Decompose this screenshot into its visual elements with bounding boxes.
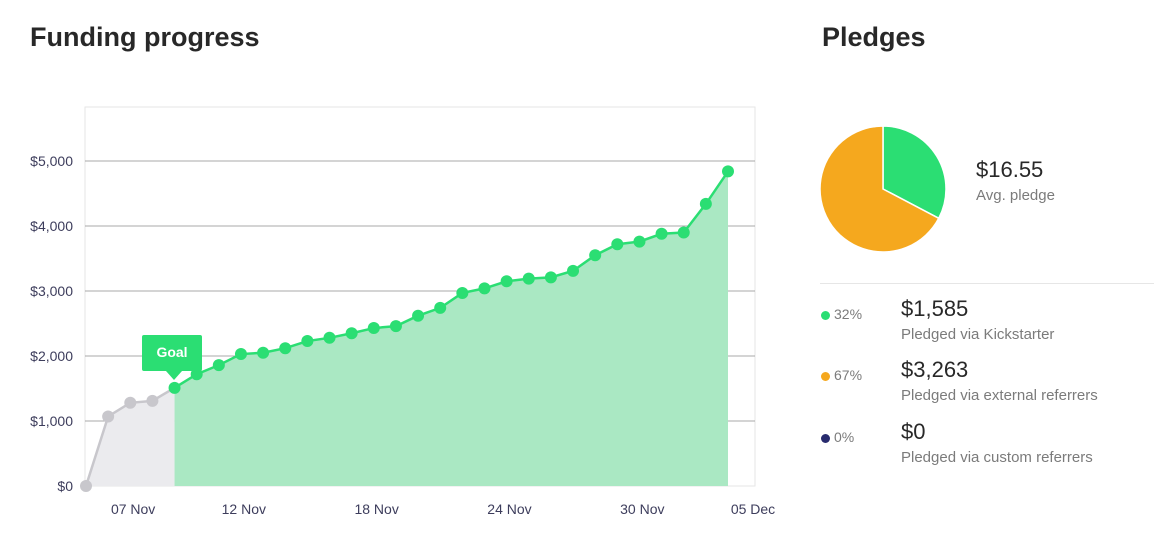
y-tick-label: $0 xyxy=(57,478,73,494)
pie-slice xyxy=(819,125,940,253)
data-point xyxy=(699,197,712,210)
data-point xyxy=(544,271,557,284)
pledge-percent: 0% xyxy=(834,429,855,445)
pie-slice xyxy=(882,125,947,220)
avg-pledge-value: $16.55 xyxy=(976,157,1044,182)
x-tick-label: 07 Nov xyxy=(111,501,155,517)
area-after-goal xyxy=(174,171,728,486)
pledge-amount: $3,263 xyxy=(901,357,969,382)
pledge-source-label: Pledged via Kickstarter xyxy=(901,326,1055,343)
data-point xyxy=(434,301,447,314)
data-point xyxy=(478,282,491,295)
avg-pledge-label: Avg. pledge xyxy=(976,187,1055,204)
goal-label: Goal xyxy=(156,344,187,360)
y-tick-label: $5,000 xyxy=(30,153,73,169)
data-point xyxy=(522,272,535,285)
pledge-source-label: Pledged via custom referrers xyxy=(901,449,1093,466)
pledge-amount: $0 xyxy=(901,419,926,444)
data-point xyxy=(722,165,734,178)
data-point xyxy=(589,249,602,262)
y-tick-label: $1,000 xyxy=(30,413,73,429)
pledges-pie xyxy=(819,125,947,253)
goal-tooltip-pointer xyxy=(166,371,182,380)
x-tick-label: 24 Nov xyxy=(487,501,531,517)
data-point xyxy=(301,335,314,348)
data-point xyxy=(345,327,358,340)
funding-progress-title: Funding progress xyxy=(30,22,260,52)
data-point xyxy=(611,238,624,251)
data-point xyxy=(257,346,270,359)
pledge-amount: $1,585 xyxy=(901,296,969,321)
pledge-percent: 67% xyxy=(834,367,863,383)
pledge-row-kickstarter: 32% $1,585 Pledged via Kickstarter xyxy=(820,296,1150,359)
x-tick-label: 18 Nov xyxy=(354,501,398,517)
area-before-goal xyxy=(86,387,175,486)
kickstarter-dot xyxy=(821,311,830,320)
pledge-source-label: Pledged via external referrers xyxy=(901,387,1098,404)
data-point xyxy=(124,396,137,409)
external-dot xyxy=(821,372,830,381)
data-point xyxy=(234,348,247,361)
data-point xyxy=(456,286,469,299)
pledge-row-custom: 0% $0 Pledged via custom referrers xyxy=(820,419,1150,482)
data-point xyxy=(168,381,181,394)
data-point xyxy=(80,480,92,492)
x-tick-label: 30 Nov xyxy=(620,501,664,517)
y-tick-label: $2,000 xyxy=(30,348,73,364)
data-point xyxy=(655,227,668,240)
data-point xyxy=(279,342,292,355)
x-tick-label: 05 Dec xyxy=(731,501,775,517)
goal-marker: Goal xyxy=(142,335,202,380)
pledge-row-external: 67% $3,263 Pledged via external referrer… xyxy=(820,357,1150,420)
pledge-percent: 32% xyxy=(834,306,863,322)
y-tick-label: $3,000 xyxy=(30,283,73,299)
data-point xyxy=(412,309,425,322)
data-point xyxy=(500,275,513,288)
x-tick-label: 12 Nov xyxy=(222,501,266,517)
pledges-divider xyxy=(820,283,1154,284)
data-point xyxy=(567,264,580,277)
data-point xyxy=(212,359,225,372)
goal-tooltip-box xyxy=(142,335,202,371)
data-point xyxy=(389,320,402,333)
data-point xyxy=(677,226,690,239)
pledges-title: Pledges xyxy=(822,22,926,52)
y-tick-label: $4,000 xyxy=(30,218,73,234)
data-point xyxy=(102,410,115,423)
custom-dot xyxy=(821,434,830,443)
data-point xyxy=(146,394,159,407)
data-point xyxy=(367,322,380,335)
data-point xyxy=(633,235,646,248)
data-point xyxy=(323,331,336,344)
data-point xyxy=(190,368,203,381)
